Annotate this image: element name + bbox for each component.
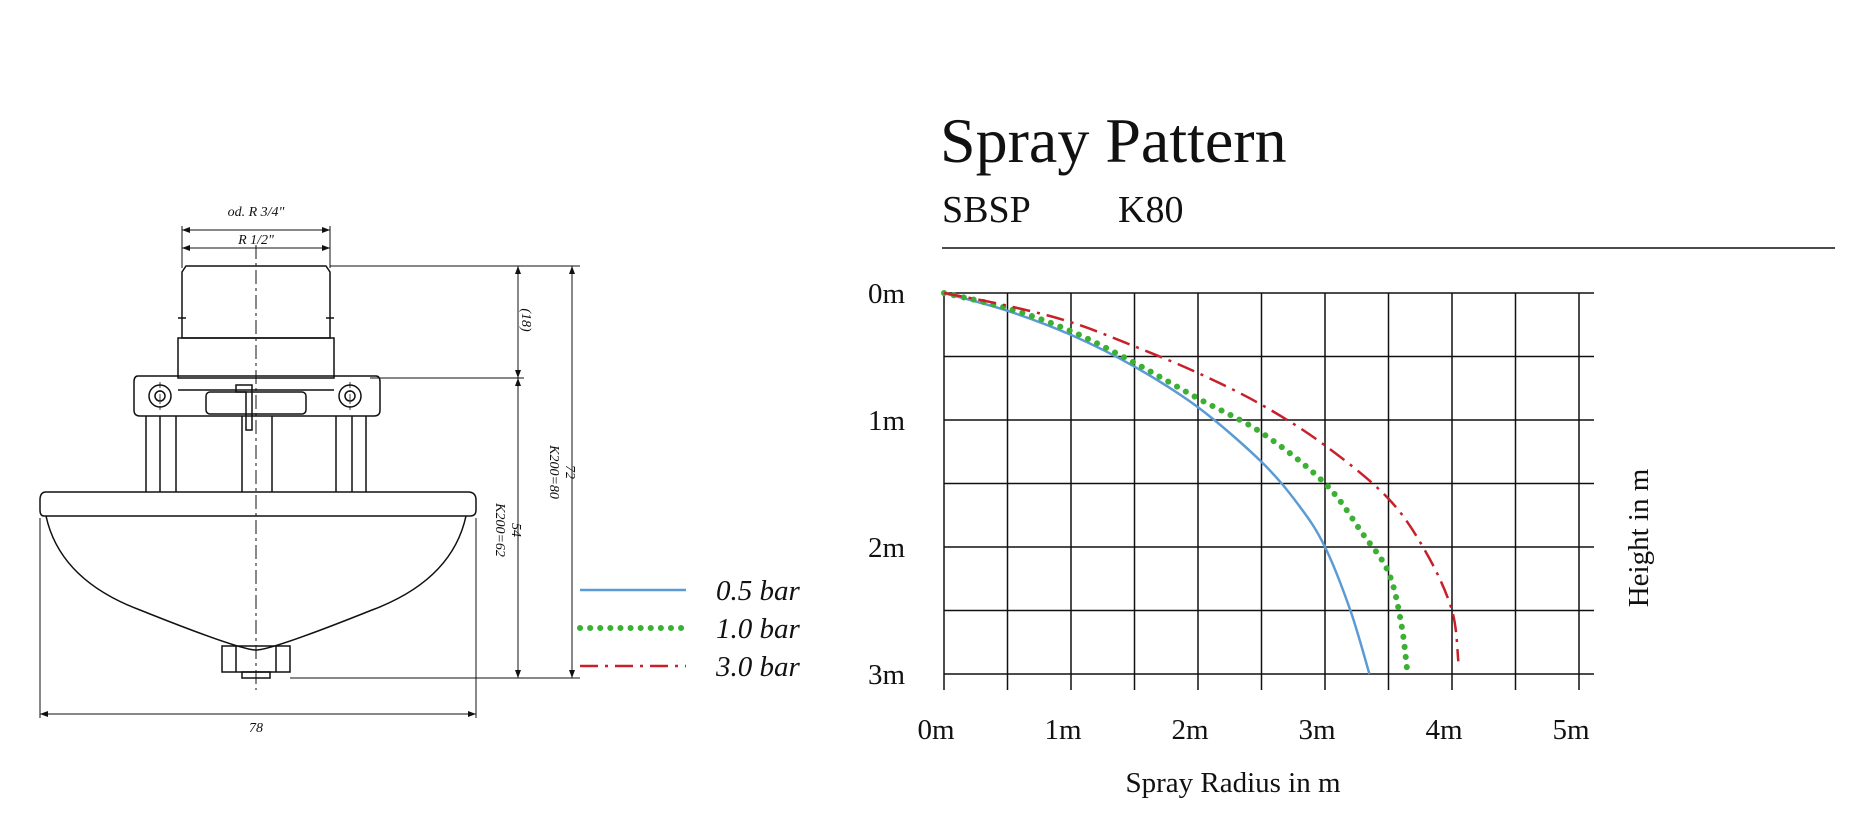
chart-grid xyxy=(943,292,1594,690)
legend-label: 0.5 bar xyxy=(716,575,801,607)
chart-ticks: 0m 1m 2m 3m 4m 5m 0m 1m 2m 3m xyxy=(868,278,1590,746)
y-tick-label: 2m xyxy=(868,532,906,564)
dim-18: (18) xyxy=(518,308,533,332)
deflector-dome xyxy=(39,491,477,517)
model-label: SBSP xyxy=(942,189,1031,231)
legend: 0.5 bar 1.0 bar 3.0 bar xyxy=(577,575,801,683)
y-tick-label: 1m xyxy=(868,405,906,437)
dim-outer-thread: od. R 3/4" xyxy=(228,205,285,220)
series-3-0-bar-line xyxy=(943,291,1460,662)
dim-78: 78 xyxy=(249,721,263,736)
k-factor-label: K80 xyxy=(1118,189,1183,231)
chart-title: Spray Pattern xyxy=(940,105,1287,176)
dimension-arrows xyxy=(40,227,575,717)
legend-label: 1.0 bar xyxy=(716,613,801,645)
sprinkler-technical-drawing xyxy=(39,265,477,679)
dim-72: 72 xyxy=(562,465,577,479)
x-tick-label: 0m xyxy=(917,714,955,746)
dim-k200-80: K200=80 xyxy=(546,444,561,499)
dim-k200-62: K200=62 xyxy=(492,502,507,557)
chart-series xyxy=(941,290,1460,677)
frame-plate xyxy=(133,375,381,417)
dim-inner-thread: R 1/2" xyxy=(237,233,274,248)
x-tick-label: 3m xyxy=(1298,714,1336,746)
hex-body xyxy=(177,337,335,379)
x-tick-label: 5m xyxy=(1552,714,1590,746)
x-tick-label: 2m xyxy=(1171,714,1209,746)
series-1-0-bar-line xyxy=(941,290,1411,677)
y-tick-label: 3m xyxy=(868,659,906,691)
x-tick-label: 4m xyxy=(1425,714,1463,746)
y-axis-label: Height in m xyxy=(1623,468,1655,607)
series-0-5-bar-line xyxy=(943,291,1371,675)
dim-54: 54 xyxy=(508,523,523,537)
x-axis-label: Spray Radius in m xyxy=(1125,767,1341,799)
dimension-lines xyxy=(39,226,580,718)
legend-label: 3.0 bar xyxy=(715,651,801,683)
y-tick-label: 0m xyxy=(868,278,906,310)
x-tick-label: 1m xyxy=(1044,714,1082,746)
